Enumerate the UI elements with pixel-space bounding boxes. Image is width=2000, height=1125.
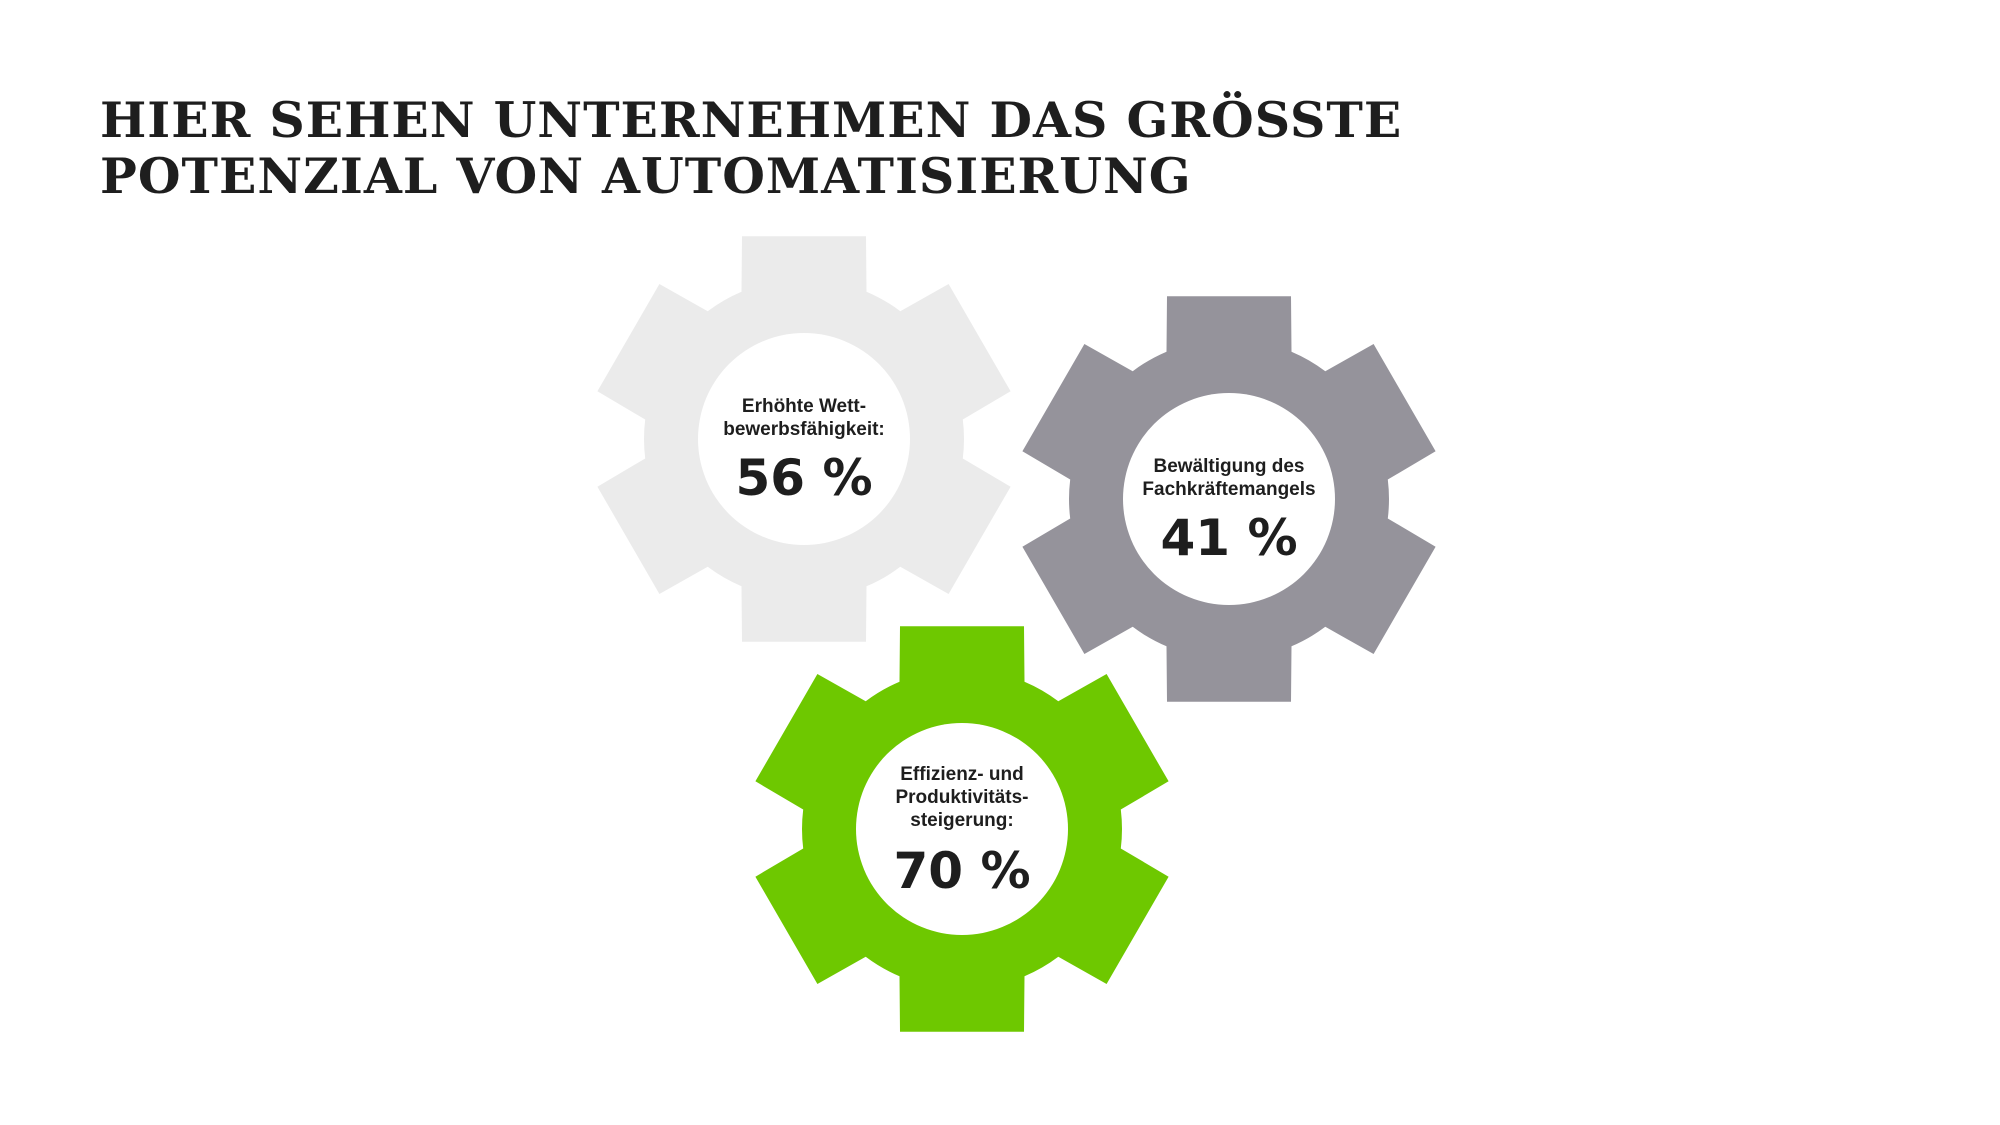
gear-label-3-line-2: Produktivitäts- <box>895 787 1028 808</box>
gear-value-1: 56 % <box>735 449 872 507</box>
gear-label-1-line-2: bewerbsfähigkeit: <box>723 419 885 440</box>
gear-hub-2 <box>1123 393 1335 605</box>
gear-1: Erhöhte Wett-bewerbsfähigkeit: 56 % <box>597 236 1011 642</box>
page-title: HIER SEHEN UNTERNEHMEN DAS GRÖSSTE POTEN… <box>100 92 1402 204</box>
gear-label-2-line-2: Fachkräftemangels <box>1142 479 1315 500</box>
title-line-1: HIER SEHEN UNTERNEHMEN DAS GRÖSSTE <box>100 91 1403 149</box>
gear-value-3: 70 % <box>893 842 1030 900</box>
gear-3: Effizienz- undProduktivitäts-steigerung:… <box>755 626 1169 1032</box>
gear-hub-1 <box>698 333 910 545</box>
title-line-2: POTENZIAL VON AUTOMATISIERUNG <box>100 147 1192 205</box>
gear-label-2-line-1: Bewältigung des <box>1154 456 1305 477</box>
gear-label-1-line-1: Erhöhte Wett- <box>742 396 866 417</box>
gear-hub-3 <box>856 723 1068 935</box>
gear-label-3-line-3: steigerung: <box>910 810 1013 831</box>
gear-label-3-line-1: Effizienz- und <box>900 764 1023 785</box>
gear-value-2: 41 % <box>1160 509 1297 567</box>
